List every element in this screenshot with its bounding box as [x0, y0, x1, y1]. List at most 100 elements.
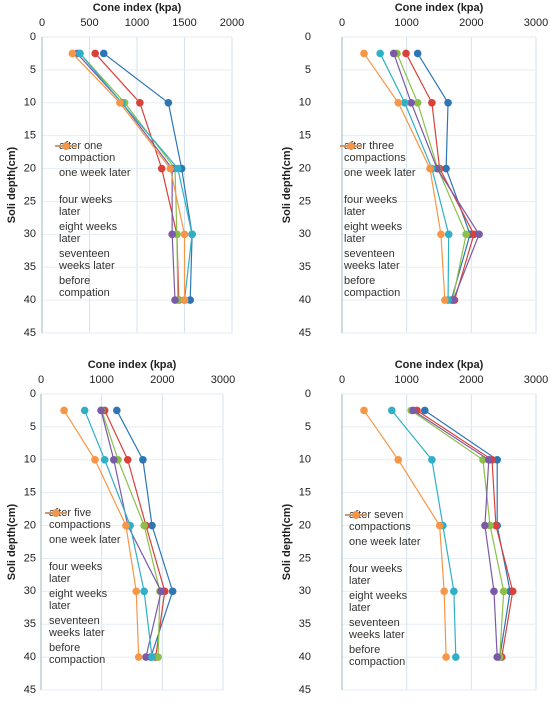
data-point: [437, 230, 445, 239]
y-tick-label: 20: [24, 162, 36, 174]
chart: Cone index (kpa) Soli depth(cm) 0 1000 2000 3…: [6, 359, 235, 696]
legend-entry: one week later: [345, 511, 421, 563]
data-point: [481, 521, 489, 530]
legend-swatch: [55, 142, 77, 150]
legend-label: four weeks later: [59, 194, 113, 218]
data-point: [360, 406, 368, 415]
y-tick-label: 30: [24, 585, 36, 597]
legend-label: after five compactions: [49, 507, 111, 531]
legend-label: seventeen weeks later: [349, 617, 405, 641]
legend-label: after seven compactions: [349, 509, 411, 533]
data-point: [441, 296, 449, 304]
y-tick-label: 25: [299, 195, 311, 207]
legend-entry: one week later: [340, 142, 416, 194]
y-axis-label: Soli depth(cm): [6, 146, 18, 223]
legend-entry: before compaction: [345, 511, 421, 671]
legend-label: eight weeks later: [49, 588, 108, 612]
legend-swatch: [45, 509, 67, 517]
data-point: [168, 230, 176, 239]
chart: Cone index (kpa) Soli depth(cm) 0 1000 2000 3…: [281, 359, 548, 696]
y-tick-label: 20: [299, 519, 311, 531]
legend-label: seventeen weeks later: [344, 248, 400, 272]
data-point: [389, 49, 398, 58]
legend-label: four weeks later: [349, 563, 403, 587]
data-point: [402, 49, 410, 58]
data-point: [186, 296, 194, 304]
data-point: [428, 98, 436, 107]
y-tick-label: 10: [299, 454, 311, 466]
y-tick-label: 45: [299, 684, 311, 696]
data-point: [148, 521, 156, 530]
legend-entry: four weeks later: [55, 142, 131, 221]
data-point: [442, 164, 450, 173]
legend-label: before compaction: [344, 275, 401, 299]
x-tick-label: 3000: [524, 374, 548, 386]
y-tick-label: 35: [24, 618, 36, 630]
y-tick-label: 0: [305, 388, 311, 400]
chart: Cone index (kpa) Soli depth(cm) 0 500 1000 15…: [6, 2, 244, 339]
legend-entry: four weeks later: [45, 509, 121, 588]
data-point: [91, 455, 99, 464]
data-point: [440, 587, 448, 596]
y-tick-label: 40: [24, 651, 36, 663]
y-tick-label: 35: [24, 261, 36, 273]
legend-entry: four weeks later: [340, 142, 416, 221]
y-tick-label: 5: [30, 421, 36, 433]
y-tick-label: 0: [305, 31, 311, 43]
legend-entry: eight weeks later: [345, 511, 421, 617]
legend-marker: [347, 142, 355, 150]
legend: after seven compactions one week later fou…: [345, 509, 421, 671]
data-point: [60, 406, 68, 415]
legend: after three compactions one week later fou…: [340, 140, 416, 302]
legend-label: eight weeks later: [344, 221, 403, 245]
chart-panel: Cone index (kpa) Soli depth(cm) 0 1000 2000 3…: [275, 357, 550, 714]
chart-panel: Cone index (kpa) Soli depth(cm) 0 1000 2000 3…: [275, 0, 550, 357]
x-tick-label: 2000: [220, 17, 244, 29]
legend-entry: one week later: [45, 509, 121, 561]
legend-entry: one week later: [55, 142, 131, 194]
y-tick-label: 25: [299, 552, 311, 564]
data-point: [428, 455, 436, 464]
x-tick-label: 1000: [89, 374, 113, 386]
data-point: [442, 653, 450, 661]
y-tick-label: 40: [299, 651, 311, 663]
data-point: [413, 49, 422, 58]
data-point: [420, 406, 429, 415]
data-point: [394, 98, 403, 107]
legend-label: eight weeks later: [349, 590, 408, 614]
legend-entry: four weeks later: [345, 511, 421, 590]
y-tick-label: 0: [30, 388, 36, 400]
data-point: [376, 49, 384, 58]
chart-panel: Cone index (kpa) Soli depth(cm) 0 500 1000 15…: [0, 0, 275, 357]
legend-label: one week later: [49, 534, 121, 546]
x-tick-label: 2000: [459, 17, 483, 29]
data-point: [168, 587, 177, 596]
y-tick-label: 35: [299, 618, 311, 630]
x-tick-label: 0: [339, 17, 345, 29]
data-point: [68, 49, 77, 58]
data-point: [475, 230, 483, 239]
legend-label: four weeks later: [344, 194, 398, 218]
legend-label: seventeen weeks later: [59, 248, 115, 272]
data-point: [490, 587, 498, 596]
legend-marker: [52, 509, 60, 517]
data-point: [113, 406, 121, 415]
y-tick-label: 25: [24, 195, 36, 207]
y-tick-label: 10: [24, 454, 36, 466]
data-point: [493, 653, 501, 661]
x-tick-label: 0: [339, 374, 345, 386]
data-point: [166, 164, 175, 173]
chart: Cone index (kpa) Soli depth(cm) 0 1000 2000 3…: [281, 2, 548, 339]
data-point: [492, 521, 500, 530]
y-tick-label: 20: [24, 519, 36, 531]
y-axis-label: Soli depth(cm): [281, 146, 293, 223]
data-point: [484, 455, 493, 464]
legend-entry: before compation: [55, 142, 131, 302]
y-tick-label: 30: [299, 228, 311, 240]
data-point: [180, 230, 189, 239]
series-line: [116, 410, 174, 658]
legend-entry: seventeen weeks later: [55, 142, 131, 275]
data-point: [387, 406, 396, 415]
x-tick-label: 3000: [524, 17, 548, 29]
